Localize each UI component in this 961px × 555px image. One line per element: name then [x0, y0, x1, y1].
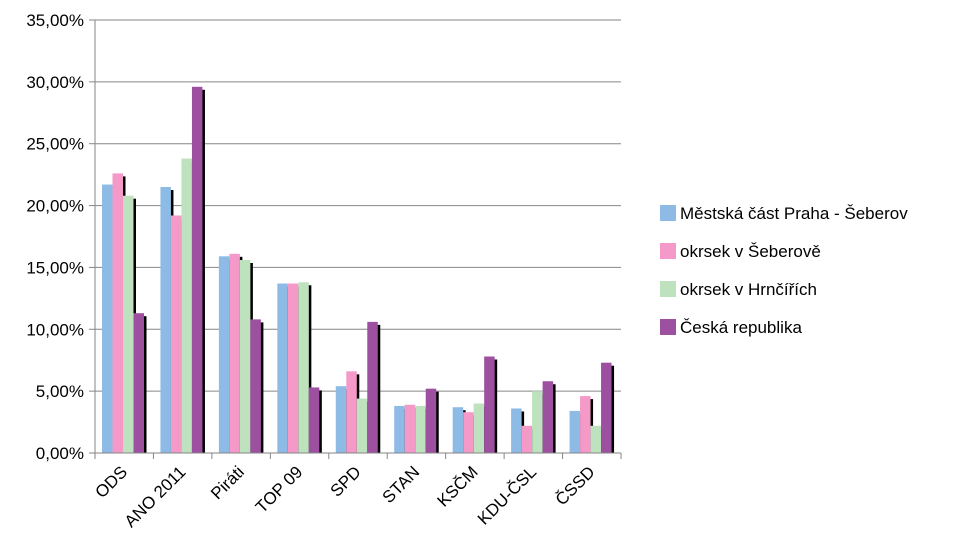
bar — [102, 184, 113, 454]
bar — [521, 425, 533, 453]
x-tick-label: ODS — [92, 462, 131, 501]
x-tick-label: SPD — [327, 462, 365, 500]
bar — [590, 425, 602, 453]
bar — [580, 396, 591, 453]
bar — [452, 407, 464, 453]
x-tick-label: TOP 09 — [252, 462, 306, 516]
bar — [181, 158, 192, 453]
bar — [335, 386, 347, 453]
x-tick-label: STAN — [379, 462, 424, 507]
bar — [542, 381, 554, 453]
bar-shadow — [435, 391, 439, 453]
bar-shadow — [318, 390, 322, 453]
bar — [308, 387, 320, 453]
legend-swatch — [660, 319, 676, 335]
bar-shadow — [143, 316, 147, 453]
bar — [569, 410, 581, 453]
bar — [277, 283, 288, 453]
y-tick-label: 10,00% — [26, 320, 84, 339]
y-tick-label: 25,00% — [26, 135, 84, 154]
bar — [250, 319, 261, 453]
bar — [532, 391, 543, 453]
y-tick-label: 30,00% — [26, 73, 84, 92]
bar — [112, 173, 123, 454]
bar — [229, 253, 240, 453]
bar — [463, 412, 474, 453]
bar-shadow — [260, 322, 264, 453]
bars — [102, 86, 615, 454]
bar — [123, 195, 134, 453]
legend: Městská část Praha - Šeberov okrsek v Šeb… — [660, 204, 908, 337]
bar — [425, 388, 437, 453]
bar — [170, 215, 182, 453]
bar — [239, 260, 251, 453]
legend-label: okrsek v Hrnčířích — [680, 280, 817, 299]
legend-label: okrsek v Šeberově — [680, 242, 821, 261]
y-tick-label: 15,00% — [26, 258, 84, 277]
x-tick-label: ANO 2011 — [121, 462, 190, 531]
x-tick-label: ČSSD — [552, 462, 599, 509]
bar — [404, 404, 416, 453]
legend-swatch — [660, 281, 676, 297]
y-tick-label: 35,00% — [26, 11, 84, 30]
bar — [415, 405, 426, 453]
bar — [218, 256, 230, 453]
bar — [287, 283, 299, 453]
legend-label: Česká republika — [680, 318, 802, 337]
y-tick-label: 20,00% — [26, 197, 84, 216]
bar — [133, 313, 144, 453]
bar-shadow — [552, 384, 556, 453]
axes — [94, 20, 621, 454]
bar — [356, 398, 368, 453]
bar — [511, 408, 522, 453]
y-axis-ticks: 0,00% 5,00% 10,00% 15,00% 20,00% 25,00% 30,00%… — [26, 11, 95, 463]
y-tick-label: 5,00% — [36, 382, 84, 401]
x-tick-label: Piráti — [207, 462, 248, 503]
bar-shadow — [494, 359, 498, 453]
bar-shadow — [377, 324, 381, 453]
bar — [298, 282, 309, 453]
legend-label: Městská část Praha - Šeberov — [680, 204, 908, 223]
bar-shadow — [308, 285, 312, 453]
bar — [191, 86, 203, 453]
y-tick-label: 0,00% — [36, 444, 84, 463]
bar-shadow — [611, 365, 615, 453]
legend-swatch — [660, 205, 676, 221]
bar — [601, 362, 612, 453]
bar — [367, 321, 378, 453]
x-tick-label: KDU-ČSL — [474, 462, 540, 528]
x-tick-label: KSČM — [434, 462, 482, 510]
bar — [484, 356, 495, 453]
bar — [394, 405, 405, 453]
bar — [346, 371, 357, 453]
bar — [160, 187, 171, 453]
bar-shadow — [201, 89, 205, 453]
bar — [473, 403, 485, 453]
legend-swatch — [660, 243, 676, 259]
